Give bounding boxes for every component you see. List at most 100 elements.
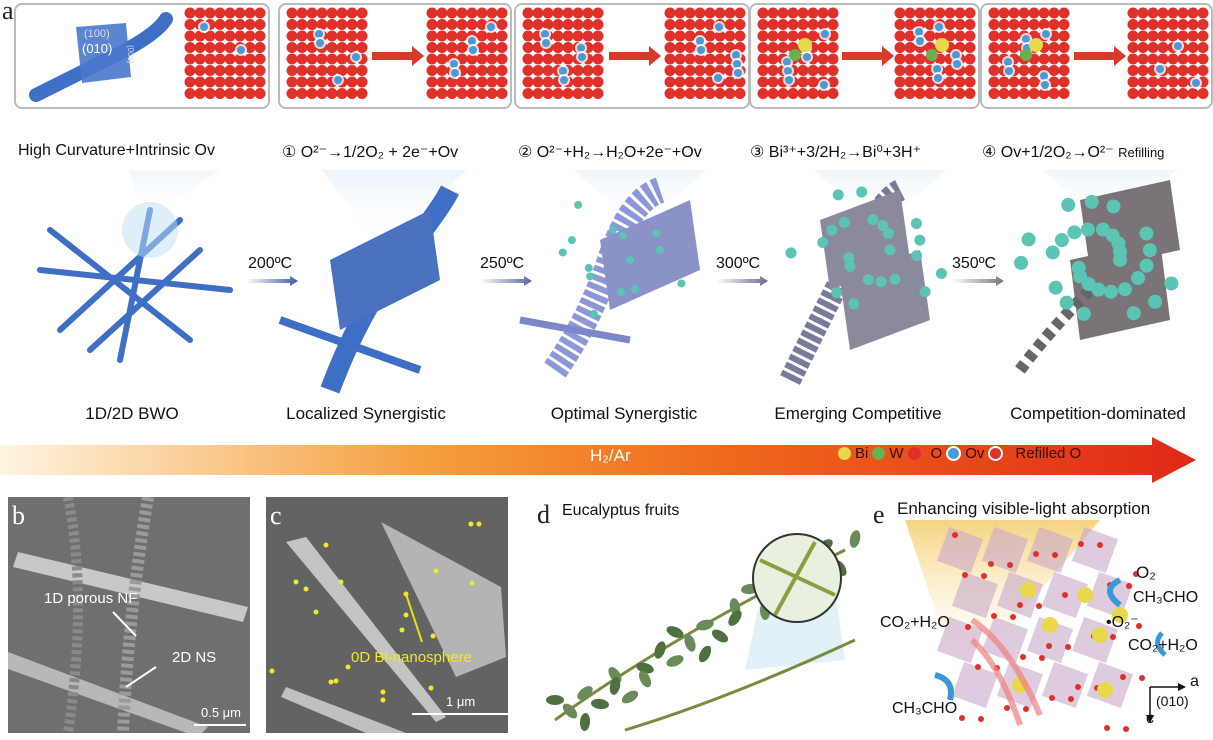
equation-text: O²⁻+H₂→H₂O+2e⁻+Ov <box>536 144 702 161</box>
oxygen-atom <box>1008 30 1020 42</box>
nanofiber-300c <box>780 180 930 385</box>
oxygen-atom <box>1008 42 1020 53</box>
oxygen-atom <box>346 42 358 53</box>
oxygen-atom <box>296 53 308 65</box>
o2-label: O₂ <box>1136 563 1156 582</box>
oxygen-atom <box>924 19 936 30</box>
bi-nanosphere-marker <box>323 542 329 548</box>
oxygen-atom <box>1058 19 1070 30</box>
bi-nanosphere <box>677 279 686 288</box>
oxygen-atom <box>234 30 246 42</box>
oxygen-atom <box>817 7 829 19</box>
oxygen-atom <box>486 30 498 42</box>
oxygen-atom <box>542 19 554 30</box>
oxygen-atom <box>326 7 338 19</box>
oxygen-atom <box>532 65 544 76</box>
oxygen-atom <box>1110 634 1116 640</box>
bi-nanosphere <box>848 298 860 310</box>
plane-010-label: (010) <box>82 41 112 56</box>
oxygen-atom <box>734 19 746 30</box>
oxygen-atom <box>286 42 298 53</box>
oxygen-atom <box>1157 76 1169 88</box>
oxygen-atom <box>496 65 508 76</box>
flow-arrow-icon <box>1107 577 1122 608</box>
oxygen-atom <box>1197 65 1209 76</box>
oxygen-atom <box>456 19 468 30</box>
oxygen-atom <box>1058 53 1070 65</box>
oxygen-atom <box>1127 7 1139 19</box>
oxygen-atom <box>1062 592 1068 598</box>
red-arrow-icon <box>609 46 661 66</box>
oxygen-atom <box>1147 30 1159 42</box>
bi-nanosphere <box>617 287 626 296</box>
oxygen-atom <box>336 53 348 65</box>
oxygen-atom <box>964 88 976 99</box>
oxygen-atom <box>436 7 448 19</box>
wo6-octahedron <box>981 616 1029 664</box>
oxygen-atom <box>664 53 676 65</box>
leaf <box>698 645 712 663</box>
vacancy-atom <box>577 44 585 52</box>
oxygen-atom <box>346 30 358 42</box>
oxygen-atom <box>904 88 916 99</box>
oxygen-atom <box>1147 19 1159 30</box>
oxygen-atom <box>807 76 819 88</box>
oxygen-atom <box>674 19 686 30</box>
bi-nanosphere-marker <box>380 689 386 695</box>
oxygen-atom <box>894 88 906 99</box>
o-swatch-icon <box>907 447 921 460</box>
scale-bar-label: 1 μm <box>446 694 476 709</box>
oxygen-atom <box>757 76 769 88</box>
oxygen-atom <box>184 88 196 99</box>
oxygen-atom <box>1147 76 1159 88</box>
bi-nanosphere <box>1067 225 1082 240</box>
oxygen-atom <box>254 42 266 53</box>
oxygen-atom <box>1187 53 1199 65</box>
oxygen-atom <box>572 65 584 76</box>
stage-label: 1D/2D BWO <box>85 404 179 423</box>
oxygen-atom <box>797 7 809 19</box>
oxygen-atom <box>767 7 779 19</box>
bi-nanosphere <box>1126 306 1141 321</box>
oxygen-atom <box>496 19 508 30</box>
vacancy-atom <box>783 58 791 66</box>
oxygen-atom <box>817 53 829 65</box>
oxygen-lattice <box>664 7 746 99</box>
oxygen-atom <box>954 30 966 42</box>
oxygen-atom <box>532 19 544 30</box>
oxygen-atom <box>954 76 966 88</box>
oxygen-atom <box>184 30 196 42</box>
oxygen-atom <box>476 19 488 30</box>
oxygen-atom <box>486 65 498 76</box>
oxygen-atom <box>522 88 534 99</box>
plane-001-label: (001) <box>126 45 135 64</box>
oxygen-atom <box>1048 53 1060 65</box>
oxygen-atom <box>1187 88 1199 99</box>
oxygen-atom <box>572 19 584 30</box>
bi-nanosphere <box>652 229 661 238</box>
oxygen-atom <box>1123 726 1129 732</box>
oxygen-atom <box>194 76 206 88</box>
oxygen-atom <box>234 65 246 76</box>
oxygen-atom <box>664 7 676 19</box>
bi-atom <box>935 38 949 52</box>
oxygen-atom <box>356 76 368 88</box>
oxygen-atom <box>542 76 554 88</box>
oxygen-atom <box>592 7 604 19</box>
oxygen-atom <box>542 53 554 65</box>
bi-nanosphere <box>1076 306 1091 321</box>
oxygen-atom <box>1058 30 1070 42</box>
oxygen-atom <box>1197 7 1209 19</box>
bi-nanosphere <box>1071 260 1086 275</box>
ch3cho-left-label: CH₃CHO <box>892 700 958 717</box>
oxygen-atom <box>1187 65 1199 76</box>
bi-nanosphere <box>1061 197 1076 212</box>
label-0d-bi-nanosphere: 0D Bi-nanosphere <box>351 649 472 666</box>
oxygen-atom <box>988 76 1000 88</box>
oxygen-atom <box>592 88 604 99</box>
legend-label: Bi <box>855 445 869 462</box>
oxygen-atom <box>724 88 736 99</box>
vacancy-atom <box>542 39 550 47</box>
oxygen-atom <box>234 76 246 88</box>
vacancy-atom <box>1156 65 1164 73</box>
